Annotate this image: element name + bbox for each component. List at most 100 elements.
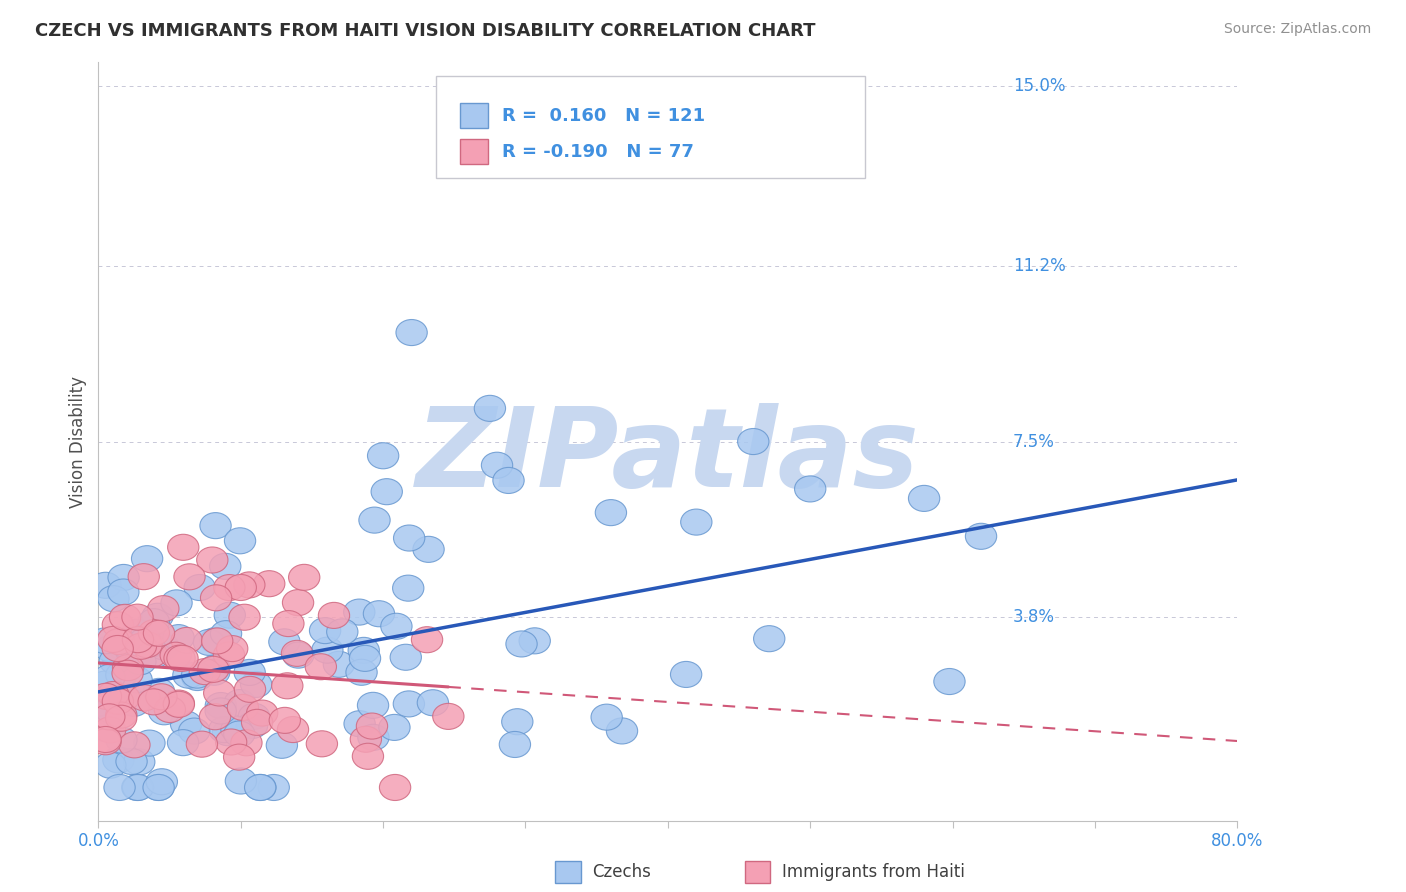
Ellipse shape <box>114 627 145 653</box>
Ellipse shape <box>139 641 172 667</box>
Ellipse shape <box>201 628 233 654</box>
Ellipse shape <box>149 698 180 725</box>
Ellipse shape <box>217 636 247 662</box>
Ellipse shape <box>97 626 129 652</box>
Ellipse shape <box>112 660 143 686</box>
Ellipse shape <box>371 479 402 505</box>
Ellipse shape <box>90 726 121 753</box>
Ellipse shape <box>367 442 399 469</box>
Ellipse shape <box>163 691 194 717</box>
Ellipse shape <box>380 774 411 800</box>
Ellipse shape <box>205 698 236 724</box>
Ellipse shape <box>359 507 389 533</box>
Ellipse shape <box>221 716 252 742</box>
Ellipse shape <box>204 680 235 706</box>
Ellipse shape <box>231 730 262 756</box>
Ellipse shape <box>122 774 153 800</box>
Ellipse shape <box>506 631 537 657</box>
Ellipse shape <box>94 704 125 730</box>
Ellipse shape <box>143 774 174 800</box>
Ellipse shape <box>129 627 160 653</box>
Ellipse shape <box>122 619 153 645</box>
Ellipse shape <box>200 704 231 730</box>
Ellipse shape <box>283 590 314 615</box>
Ellipse shape <box>146 684 177 710</box>
Ellipse shape <box>253 571 285 597</box>
Ellipse shape <box>357 692 388 718</box>
Ellipse shape <box>186 731 218 757</box>
Ellipse shape <box>266 732 298 758</box>
Ellipse shape <box>138 689 169 714</box>
Ellipse shape <box>194 630 225 656</box>
Ellipse shape <box>125 648 156 674</box>
Text: 7.5%: 7.5% <box>1012 433 1054 450</box>
Ellipse shape <box>225 528 256 554</box>
Ellipse shape <box>273 610 304 637</box>
Ellipse shape <box>245 774 276 800</box>
Ellipse shape <box>146 769 177 795</box>
Ellipse shape <box>502 708 533 735</box>
Ellipse shape <box>214 574 245 600</box>
Ellipse shape <box>198 659 229 685</box>
Ellipse shape <box>94 636 125 662</box>
Ellipse shape <box>143 774 174 800</box>
Ellipse shape <box>357 724 389 750</box>
Ellipse shape <box>112 655 143 681</box>
Ellipse shape <box>215 729 247 755</box>
Text: CZECH VS IMMIGRANTS FROM HAITI VISION DISABILITY CORRELATION CHART: CZECH VS IMMIGRANTS FROM HAITI VISION DI… <box>35 22 815 40</box>
Ellipse shape <box>277 716 309 742</box>
Ellipse shape <box>104 774 135 800</box>
Ellipse shape <box>225 574 256 600</box>
Ellipse shape <box>125 633 156 659</box>
Ellipse shape <box>224 721 254 747</box>
Ellipse shape <box>343 599 375 625</box>
Ellipse shape <box>240 672 271 698</box>
Ellipse shape <box>134 730 165 756</box>
Ellipse shape <box>344 711 375 737</box>
Ellipse shape <box>131 632 162 657</box>
Ellipse shape <box>214 642 245 668</box>
Ellipse shape <box>281 640 312 666</box>
Ellipse shape <box>269 629 299 655</box>
Ellipse shape <box>242 709 273 735</box>
Ellipse shape <box>233 572 264 598</box>
Ellipse shape <box>392 575 423 601</box>
Ellipse shape <box>90 715 121 741</box>
Ellipse shape <box>105 702 136 728</box>
Ellipse shape <box>323 651 354 677</box>
Ellipse shape <box>121 666 152 693</box>
Ellipse shape <box>738 428 769 455</box>
Ellipse shape <box>224 744 254 770</box>
Ellipse shape <box>96 697 127 723</box>
Ellipse shape <box>606 718 638 744</box>
Ellipse shape <box>142 603 173 629</box>
Ellipse shape <box>591 704 623 731</box>
Ellipse shape <box>101 643 132 669</box>
Ellipse shape <box>271 673 302 698</box>
Ellipse shape <box>413 536 444 562</box>
Ellipse shape <box>118 731 150 758</box>
Ellipse shape <box>236 713 267 739</box>
Ellipse shape <box>124 749 155 775</box>
Ellipse shape <box>269 707 301 733</box>
Ellipse shape <box>110 632 141 657</box>
Ellipse shape <box>97 681 129 707</box>
Ellipse shape <box>309 617 340 644</box>
Ellipse shape <box>381 613 412 640</box>
Ellipse shape <box>595 500 627 525</box>
Ellipse shape <box>128 564 159 590</box>
Ellipse shape <box>98 586 129 612</box>
Ellipse shape <box>754 625 785 652</box>
Ellipse shape <box>201 585 232 611</box>
Ellipse shape <box>418 690 449 715</box>
Ellipse shape <box>198 657 229 682</box>
Ellipse shape <box>246 700 278 726</box>
Ellipse shape <box>103 629 135 655</box>
Ellipse shape <box>90 671 121 697</box>
Ellipse shape <box>190 658 221 685</box>
Ellipse shape <box>129 685 160 711</box>
Ellipse shape <box>908 485 939 511</box>
Ellipse shape <box>312 637 343 663</box>
Ellipse shape <box>356 713 388 739</box>
Ellipse shape <box>160 642 191 668</box>
